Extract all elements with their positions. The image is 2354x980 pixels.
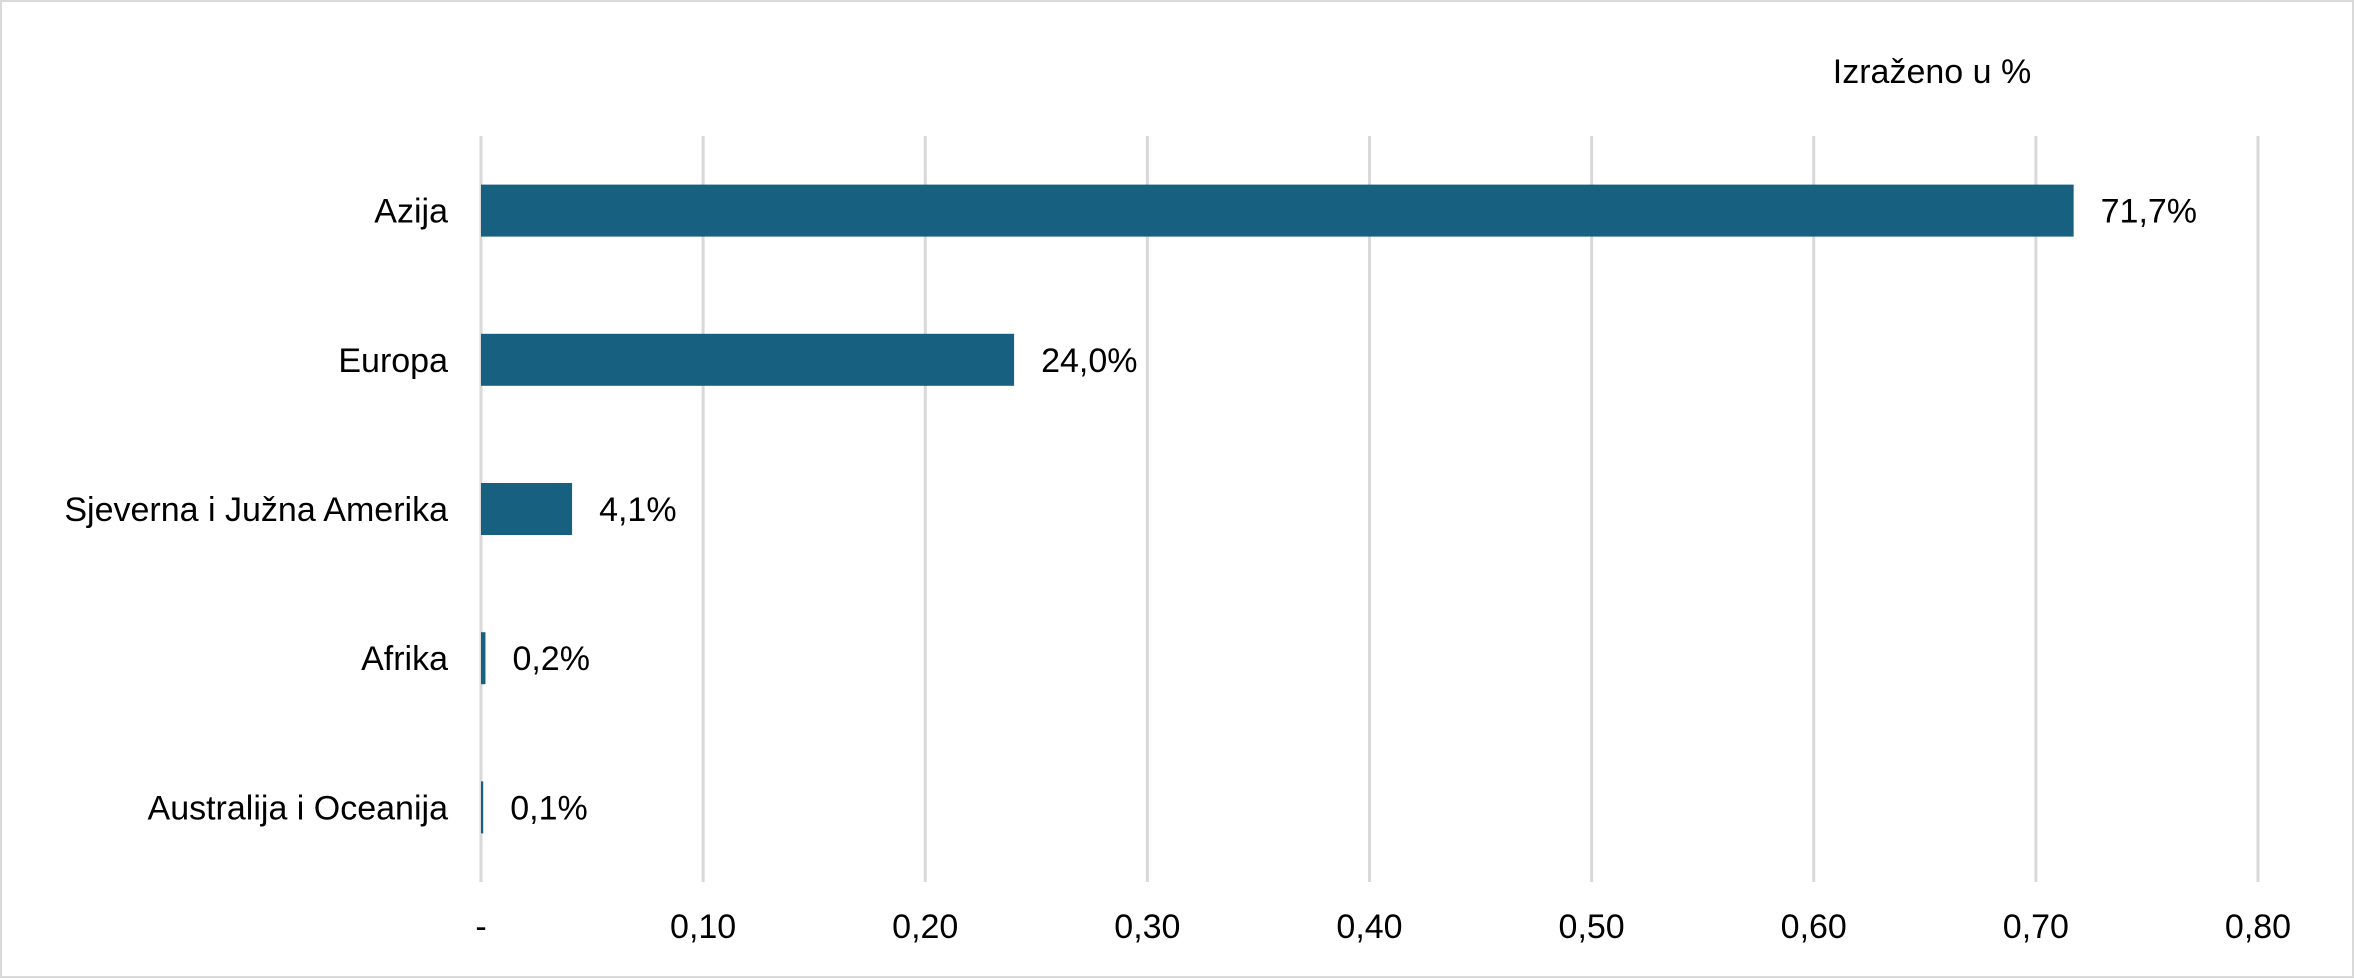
data-labels: 71,7% 24,0% 4,1% 0,2% 0,1% [510, 193, 2197, 828]
data-label: 0,2% [512, 640, 590, 678]
x-tick-label: 0,60 [1781, 908, 1847, 946]
x-tick-label: 0,80 [2225, 908, 2291, 946]
category-label: Afrika [361, 640, 448, 678]
category-label: Australija i Oceanija [148, 789, 449, 827]
bar [481, 184, 2074, 237]
x-tick-label: 0,10 [670, 908, 736, 946]
category-labels: Azija Europa Sjeverna i Južna Amerika Afrik… [64, 193, 448, 828]
gridlines [479, 136, 2260, 882]
x-tick-label: - [475, 908, 486, 946]
x-tick-label: 0,50 [1559, 908, 1625, 946]
x-tick-label: 0,70 [2003, 908, 2069, 946]
data-label: 4,1% [599, 491, 677, 529]
bar [481, 632, 486, 685]
x-tick-labels: - 0,10 0,20 0,30 0,40 0,50 0,60 0,70 0,80 [475, 908, 2291, 946]
x-tick-label: 0,30 [1114, 908, 1180, 946]
x-tick-label: 0,20 [892, 908, 958, 946]
bars [481, 184, 2074, 834]
data-label: 0,1% [510, 789, 588, 827]
category-label: Europa [338, 342, 448, 380]
data-label: 24,0% [1041, 342, 1137, 380]
data-label: 71,7% [2101, 193, 2197, 231]
category-label: Sjeverna i Južna Amerika [64, 491, 448, 529]
unit-note: Izraženo u % [1833, 53, 2031, 91]
bar [481, 781, 484, 834]
bar [481, 333, 1015, 386]
category-label: Azija [374, 193, 448, 231]
x-tick-label: 0,40 [1336, 908, 1402, 946]
bar [481, 483, 573, 535]
